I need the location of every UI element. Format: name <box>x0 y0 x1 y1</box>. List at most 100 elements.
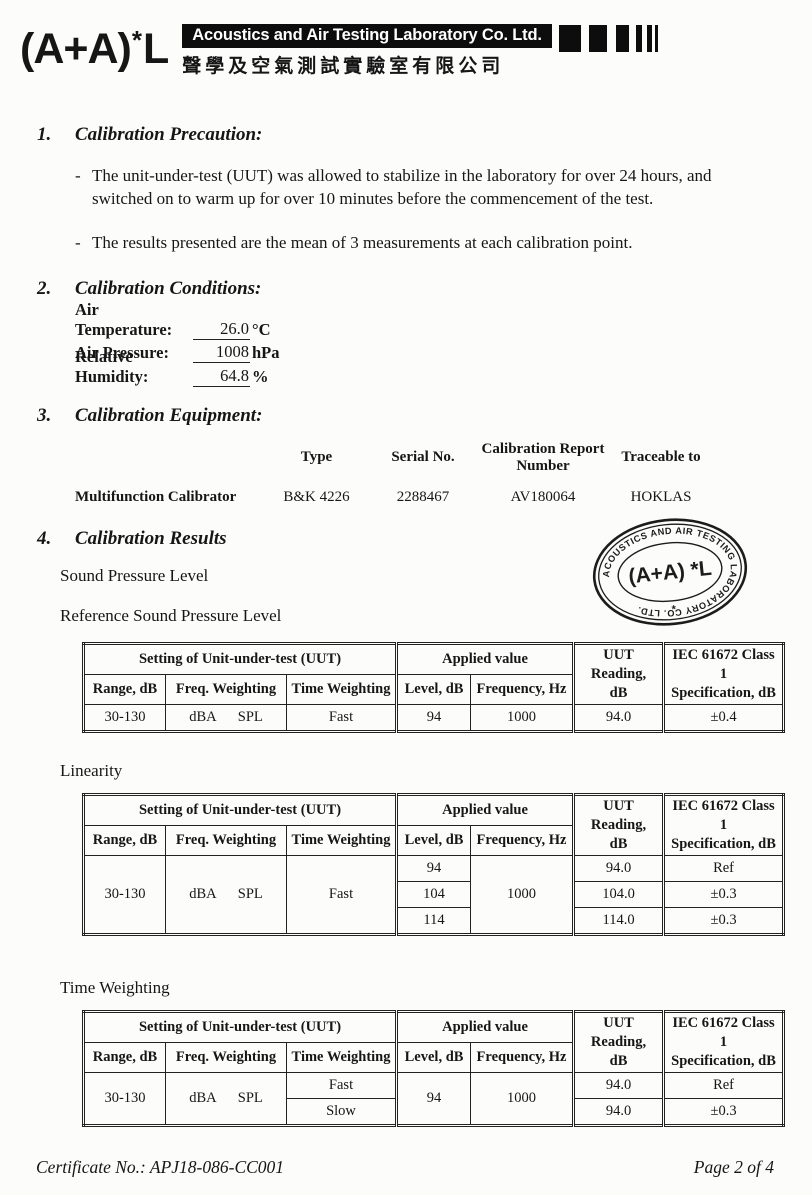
freq-weighting-value: SPL <box>237 1089 263 1106</box>
table-header-cell: Applied value <box>395 793 575 826</box>
table-header-cell: Time Weighting <box>285 824 398 856</box>
table-header-cell: Level, dB <box>395 673 472 705</box>
reference-spl-table: Setting of Unit-under-test (UUT) Applied… <box>82 641 786 733</box>
table-group-header-row: Setting of Unit-under-test (UUT) Applied… <box>82 642 785 705</box>
deco-bar <box>646 25 652 52</box>
footer-certificate-no: Certificate No.: APJ18-086-CC001 <box>36 1156 285 1177</box>
freq-weighting-value: dBA <box>189 885 217 902</box>
table-cell: 94.0 <box>572 1071 665 1099</box>
table-header-cell: Setting of Unit-under-test (UUT) <box>82 1010 398 1043</box>
header-line: dB <box>609 835 628 852</box>
linearity-label: Linearity <box>60 760 123 780</box>
table-header-cell: Time Weighting <box>285 1041 398 1073</box>
condition-unit: °C <box>252 319 271 339</box>
header-line: IEC 61672 Class 1 <box>672 797 775 833</box>
table-cell: ±0.3 <box>662 1097 785 1126</box>
table-row: 114 114.0 ±0.3 <box>84 906 785 935</box>
table-header-cell: UUT Reading, dB <box>572 1010 665 1073</box>
freq-weighting-value: dBA <box>189 708 217 725</box>
table-group-header-row: Setting of Unit-under-test (UUT) Applied… <box>82 1010 785 1073</box>
table-row: 104 104.0 ±0.3 <box>84 880 785 908</box>
table-header-cell: IEC 61672 Class 1 Specification, dB <box>662 1010 785 1073</box>
table-row: 30-130 dBA SPL Fast 94 1000 94.0 ±0.4 <box>83 703 785 732</box>
table-header-cell: UUT Reading, dB <box>572 642 665 705</box>
subtitle-sound-pressure-level: Sound Pressure Level <box>60 565 209 585</box>
table-header-cell: Freq. Weighting <box>165 1041 287 1073</box>
table-cell: 104.0 <box>572 880 665 908</box>
table-cell: ±0.3 <box>662 880 785 908</box>
table-header-cell: Range, dB <box>83 1041 166 1073</box>
section-3-heading: 3. Calibration Equipment: <box>37 405 812 429</box>
table-row: 30-130 dBA SPL Fast 94 1000 94.0 Ref <box>83 1071 785 1126</box>
table-header-cell: UUT Reading, dB <box>572 793 665 856</box>
stamp-center-text: (A+A) *L <box>627 557 713 589</box>
table-cell: Fast <box>285 1071 398 1099</box>
deco-bar <box>558 25 581 52</box>
table-header-cell: IEC 61672 Class 1 Specification, dB <box>662 642 785 705</box>
table-cell: 1000 <box>470 703 575 732</box>
table-group-header-row: Setting of Unit-under-test (UUT) Applied… <box>82 793 785 856</box>
bullet-text: The unit-under-test (UUT) was allowed to… <box>92 166 712 208</box>
equipment-header-cell: Traceable to <box>621 449 701 466</box>
table-cell: dBA SPL <box>165 854 287 935</box>
section-1-heading: 1. Calibration Precaution: <box>37 124 812 148</box>
section-title: Calibration Equipment: <box>75 404 263 426</box>
section-2-heading: 2. Calibration Conditions: <box>37 278 812 302</box>
header-line: Specification, dB <box>671 1052 776 1069</box>
table-cell: Ref <box>662 1071 785 1099</box>
equipment-header-row: Type Serial No. Calibration Report Numbe… <box>73 441 711 489</box>
equipment-header-cell: Serial No. <box>391 449 455 466</box>
condition-row: Relative Humidity: 64.8 % <box>75 347 812 387</box>
header-line: IEC 61672 Class 1 <box>672 646 775 682</box>
table-cell: Slow <box>285 1097 398 1126</box>
section-title: Calibration Conditions: <box>75 278 262 299</box>
subtitle-reference-spl: Reference Sound Pressure Level <box>60 605 282 625</box>
stamp-bottom-mark: * <box>671 604 677 616</box>
table-cell: 94.0 <box>572 1097 665 1126</box>
condition-row: Air Pressure: 1008 hPa <box>75 340 812 363</box>
table-subheader-row: Range, dB Freq. Weighting Time Weighting… <box>83 1041 784 1073</box>
header-line: UUT Reading, <box>590 797 647 833</box>
equipment-table: Type Serial No. Calibration Report Numbe… <box>73 441 711 506</box>
deco-bar <box>654 25 658 52</box>
table-header-cell: Freq. Weighting <box>165 824 287 856</box>
table-cell: ±0.3 <box>662 906 785 935</box>
bullet-text: The results presented are the mean of 3 … <box>92 233 633 252</box>
table-cell: 30-130 <box>83 1071 166 1126</box>
header-line: dB <box>609 684 628 701</box>
table-header-cell: Frequency, Hz <box>470 673 575 705</box>
section-title: Calibration Results <box>75 527 227 549</box>
equipment-value-cell: 2288467 <box>396 488 450 505</box>
table-cell: 104 <box>395 880 472 908</box>
table-header-cell: Level, dB <box>395 1041 472 1073</box>
condition-unit: hPa <box>252 343 280 362</box>
table-cell: 94.0 <box>572 703 665 732</box>
condition-value: 1008 <box>193 342 250 363</box>
equipment-value-cell: B&K 4226 <box>283 488 350 505</box>
table-cell: 1000 <box>470 854 575 935</box>
table-cell: ±0.4 <box>662 703 785 732</box>
table-header-cell: Level, dB <box>395 824 472 856</box>
equipment-name-cell: Multifunction Calibrator <box>75 488 237 505</box>
equipment-header-cell <box>73 441 262 489</box>
footer-certificate-row: Certificate No.: APJ18-086-CC001 Page 2 … <box>36 1157 774 1179</box>
table-cell: dBA SPL <box>165 703 287 732</box>
section-title: Calibration Precaution: <box>75 124 263 145</box>
table-subheader-row: Range, dB Freq. Weighting Time Weighting… <box>83 824 784 856</box>
header-line: dB <box>609 1052 628 1069</box>
company-logo: (A+A)*L <box>20 16 169 73</box>
equipment-value-cell: HOKLAS <box>630 488 692 505</box>
company-name-chinese: 聲學及空氣測試實驗室有限公司 <box>182 56 505 77</box>
header-line: Specification, dB <box>671 684 776 701</box>
logo-asterisk: * <box>131 25 142 55</box>
precaution-list: - The unit-under-test (UUT) was allowed … <box>0 164 812 254</box>
table-cell: 30-130 <box>83 854 166 935</box>
table-header-cell: Setting of Unit-under-test (UUT) <box>82 793 398 826</box>
table-cell: Fast <box>285 703 398 732</box>
deco-bar <box>588 25 607 52</box>
header-line: UUT Reading, <box>590 646 647 682</box>
freq-weighting-value: SPL <box>237 708 263 725</box>
condition-value: 64.8 <box>193 366 250 387</box>
table-header-cell: Frequency, Hz <box>470 1041 575 1073</box>
